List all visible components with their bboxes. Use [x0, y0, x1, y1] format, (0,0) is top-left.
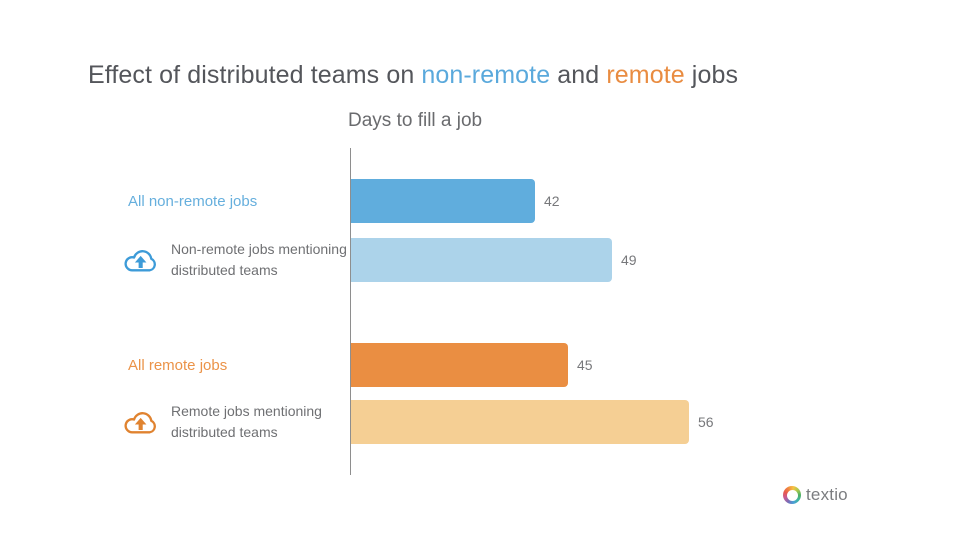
bar-all-remote-jobs	[351, 343, 568, 387]
title-text: and	[550, 61, 607, 89]
category-label-non-remote-distributed: Non-remote jobs mentioning distributed t…	[121, 238, 347, 282]
value-label: 42	[544, 193, 560, 209]
bar-row-all-remote-jobs: 45	[351, 343, 593, 387]
value-label: 56	[698, 414, 714, 430]
textio-logo: textio	[783, 485, 848, 505]
category-label-text: All remote jobs	[128, 356, 228, 374]
textio-ring-icon	[783, 486, 801, 504]
category-label-text: All non-remote jobs	[128, 192, 258, 210]
title-text: jobs	[684, 61, 739, 89]
bar-row-all-non-remote-jobs: 42	[351, 179, 560, 223]
category-label-text: Remote jobs mentioning distributed teams	[171, 401, 322, 443]
label-line-2: distributed teams	[171, 262, 278, 278]
cloud-upload-icon	[121, 407, 162, 438]
value-label: 49	[621, 252, 637, 268]
title-text: Effect of distributed teams on	[88, 61, 422, 89]
bar-row-non-remote-distributed: 49	[351, 238, 637, 282]
category-label-text: Non-remote jobs mentioning distributed t…	[171, 239, 347, 281]
category-label-all-remote-jobs: All remote jobs	[128, 343, 227, 387]
title-highlight-non-remote: non-remote	[421, 61, 551, 89]
category-label-all-non-remote-jobs: All non-remote jobs	[128, 179, 257, 223]
axis-title: Days to fill a job	[348, 110, 483, 131]
title-highlight-remote: remote	[606, 61, 685, 89]
y-axis-line	[350, 148, 351, 475]
bar-non-remote-distributed	[351, 238, 612, 282]
category-label-remote-distributed: Remote jobs mentioning distributed teams	[121, 400, 322, 444]
bar-remote-distributed	[351, 400, 689, 444]
label-line-1: Non-remote jobs mentioning	[171, 241, 347, 257]
value-label: 45	[577, 357, 593, 373]
page-title: Effect of distributed teams on non-remot…	[88, 58, 738, 92]
bar-all-non-remote-jobs	[351, 179, 535, 223]
bar-row-remote-distributed: 56	[351, 400, 714, 444]
label-line-1: Remote jobs mentioning	[171, 403, 322, 419]
label-line-2: distributed teams	[171, 424, 278, 440]
textio-wordmark: textio	[806, 485, 848, 504]
cloud-upload-icon	[121, 245, 162, 276]
